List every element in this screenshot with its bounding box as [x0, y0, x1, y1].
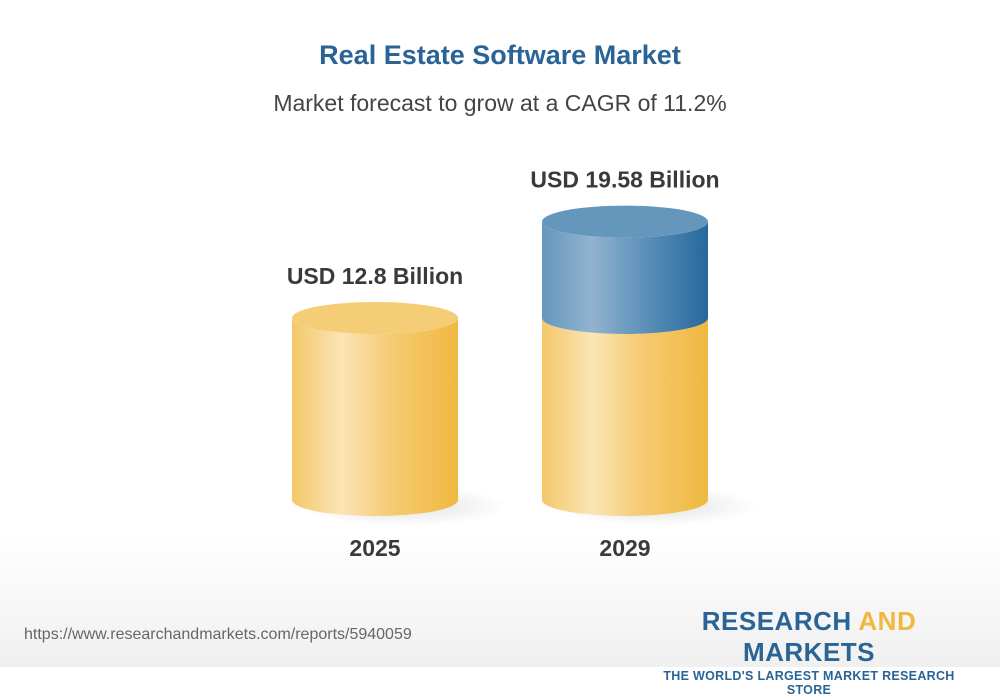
chart-title: Real Estate Software Market — [319, 40, 681, 70]
cylinder-top-2025 — [292, 302, 458, 334]
cylinder-top-2029 — [542, 205, 708, 238]
cylinder-body-2025 — [292, 318, 458, 516]
category-label-2029: 2029 — [599, 535, 650, 561]
data-label-2025: USD 12.8 Billion — [287, 263, 463, 289]
cylinder-base-segment-2029 — [542, 318, 708, 516]
research-and-markets-logo: RESEARCH AND MARKETS THE WORLD'S LARGEST… — [663, 606, 955, 697]
background — [0, 0, 1000, 667]
chart-subtitle: Market forecast to grow at a CAGR of 11.… — [273, 90, 727, 116]
data-label-2029: USD 19.58 Billion — [530, 167, 719, 193]
cylinder-chart: USD 12.8 Billion 2025 USD 19.58 Billion 202… — [287, 167, 758, 561]
category-label-2025: 2025 — [349, 535, 400, 561]
source-url[interactable]: https://www.researchandmarkets.com/repor… — [24, 626, 412, 643]
cylinder-growth-segment-2029 — [542, 221, 708, 334]
